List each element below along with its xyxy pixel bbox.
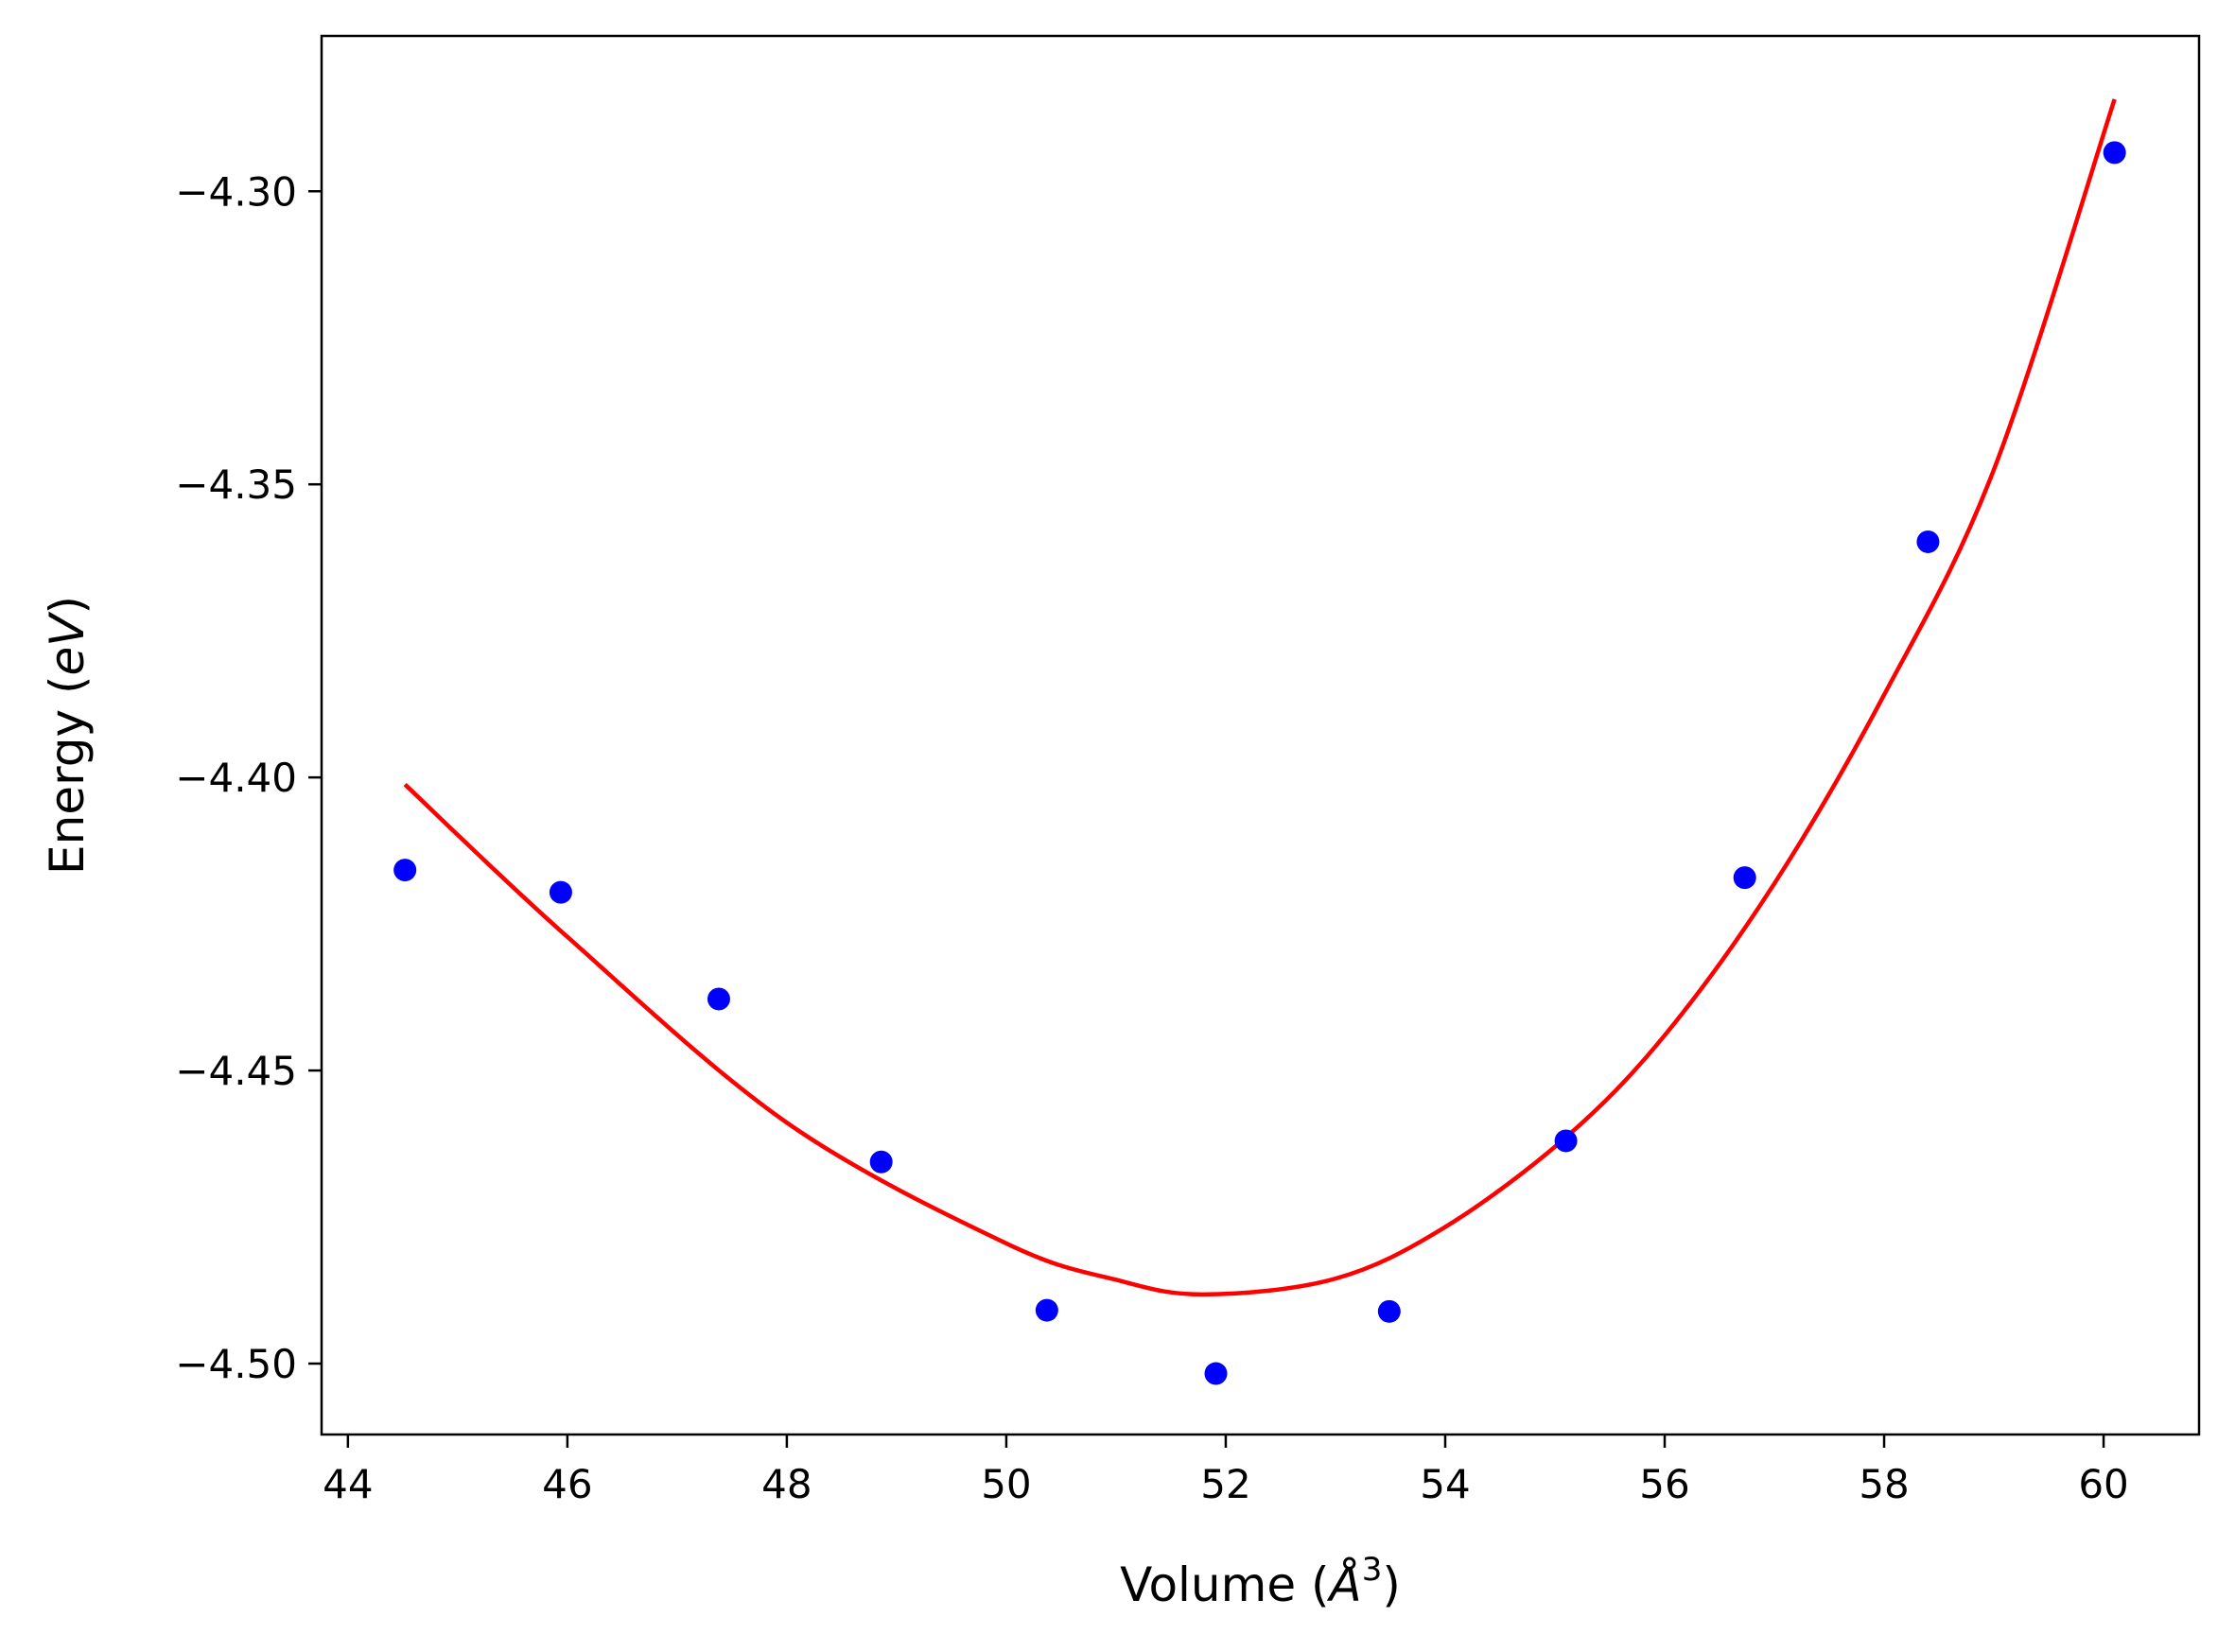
y-tick-label: −4.40: [175, 755, 297, 801]
x-tick-label: 58: [1859, 1461, 1909, 1507]
y-tick-label: −4.30: [175, 168, 297, 215]
data-point: [1204, 1362, 1228, 1385]
y-axis-label-prefix: Energy (: [40, 676, 95, 875]
x-axis-label: Volume (Å3): [1120, 1551, 1401, 1612]
y-tick-label: −4.50: [175, 1341, 297, 1387]
x-axis-label-suffix: ): [1382, 1557, 1401, 1612]
data-point: [1377, 1299, 1401, 1323]
y-axis-label-unit: eV: [40, 611, 95, 676]
x-tick-label: 56: [1639, 1461, 1689, 1507]
x-tick-label: 60: [2078, 1461, 2128, 1507]
data-point: [393, 859, 417, 882]
data-points: [393, 141, 2126, 1385]
data-point: [1916, 530, 1940, 553]
data-point: [2103, 141, 2126, 165]
x-axis-label-superscript: 3: [1362, 1551, 1383, 1589]
plot-area: [393, 98, 2126, 1385]
x-axis-ticks: 44 46 48 50 52 54 56 58 60: [323, 1435, 2129, 1507]
data-point: [1035, 1298, 1058, 1322]
axes-frame: [320, 34, 2201, 1436]
y-tick-label: −4.45: [175, 1048, 297, 1094]
data-point: [869, 1150, 893, 1174]
y-axis-ticks: −4.30 −4.35 −4.40 −4.45 −4.50: [175, 168, 322, 1387]
x-tick-label: 44: [323, 1461, 373, 1507]
y-axis-label-suffix: ): [40, 596, 95, 615]
x-tick-label: 54: [1420, 1461, 1470, 1507]
x-tick-label: 46: [542, 1461, 592, 1507]
data-point: [549, 880, 572, 904]
data-point: [1554, 1129, 1578, 1153]
fit-curve: [403, 98, 2117, 1297]
y-axis-label: Energy (eV): [40, 596, 95, 875]
x-axis-label-symbol: Å: [1327, 1557, 1362, 1612]
data-point: [1733, 866, 1756, 890]
data-point: [707, 987, 730, 1011]
x-tick-label: 50: [981, 1461, 1031, 1507]
x-tick-label: 52: [1200, 1461, 1250, 1507]
y-tick-label: −4.35: [175, 461, 297, 508]
x-tick-label: 48: [761, 1461, 812, 1507]
x-axis-label-prefix: Volume (: [1120, 1557, 1329, 1612]
